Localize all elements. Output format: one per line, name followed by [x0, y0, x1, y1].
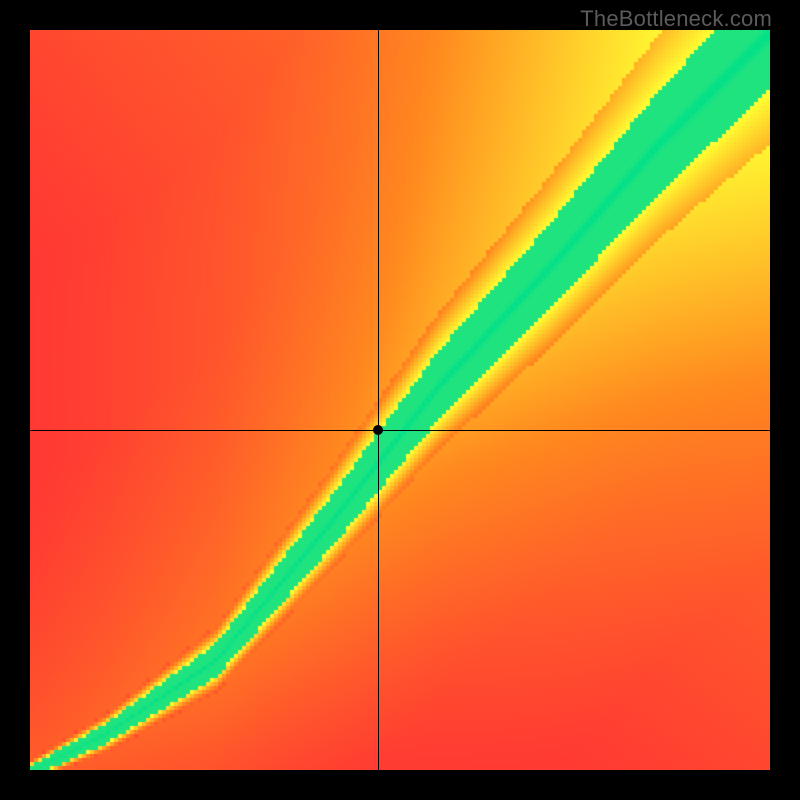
- crosshair-marker: [373, 425, 383, 435]
- crosshair-vertical: [378, 30, 379, 770]
- chart-frame: TheBottleneck.com: [0, 0, 800, 800]
- heatmap-canvas: [30, 30, 770, 770]
- plot-area: [30, 30, 770, 770]
- watermark-label: TheBottleneck.com: [580, 6, 772, 32]
- crosshair-horizontal: [30, 430, 770, 431]
